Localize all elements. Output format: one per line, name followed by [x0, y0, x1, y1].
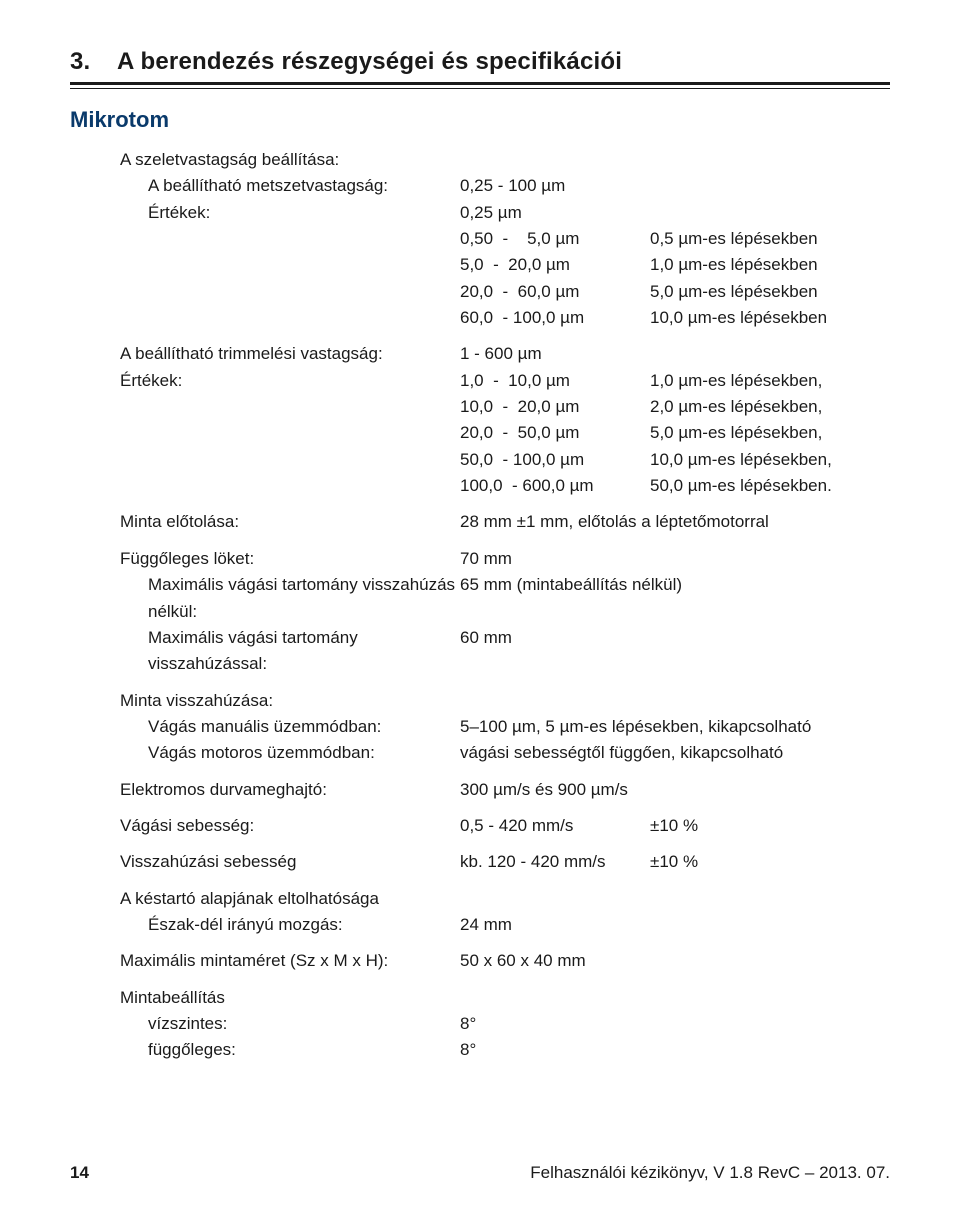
adjustable-thickness-value: 0,25 - 100 µm	[460, 173, 650, 199]
trim-label: A beállítható trimmelési vastagság:	[120, 341, 460, 367]
values-first: 0,25 µm	[460, 200, 650, 226]
cut-speed-label: Vágási sebesség:	[120, 813, 460, 839]
return-speed-label: Visszahúzási sebesség	[120, 849, 460, 875]
specimen-size-block: Maximális mintaméret (Sz x M x H): 50 x …	[120, 948, 890, 974]
coarse-value: 300 µm/s és 900 µm/s	[460, 777, 628, 803]
vertical-block: Függőleges löket: 70 mm Maximális vágási…	[120, 546, 890, 678]
return-speed-tol: ±10 %	[650, 849, 890, 875]
orientation-h-label: vízszintes:	[120, 1011, 460, 1037]
trim-row-step: 50,0 µm-es lépésekben.	[650, 473, 890, 499]
cut-speed-block: Vágási sebesség: 0,5 - 420 mm/s ±10 %	[120, 813, 890, 839]
orientation-label: Mintabeállítás	[120, 985, 890, 1011]
max-retract-value: 60 mm	[460, 625, 512, 678]
coarse-block: Elektromos durvameghajtó: 300 µm/s és 90…	[120, 777, 890, 803]
trim-thickness-block: A beállítható trimmelési vastagság: 1 - …	[120, 341, 890, 499]
knife-ns-value: 24 mm	[460, 912, 512, 938]
retract-manual-label: Vágás manuális üzemmódban:	[120, 714, 460, 740]
header-rule	[70, 82, 890, 89]
trim-range: 1 - 600 µm	[460, 341, 650, 367]
retract-motor-value: vágási sebességtől függően, kikapcsolhat…	[460, 740, 783, 766]
retract-motor-label: Vágás motoros üzemmódban:	[120, 740, 460, 766]
slice-step: 10,0 µm-es lépésekben	[650, 305, 890, 331]
values-label: Értékek:	[120, 200, 460, 226]
trim-row-range: 20,0 - 50,0 µm	[460, 420, 650, 446]
slice-range: 20,0 - 60,0 µm	[460, 279, 650, 305]
orientation-block: Mintabeállítás vízszintes: 8° függőleges…	[120, 985, 890, 1064]
vertical-value: 70 mm	[460, 546, 512, 572]
slice-thickness-block: A szeletvastagság beállítása: A beállíth…	[120, 147, 890, 331]
retract-block: Minta visszahúzása: Vágás manuális üzemm…	[120, 688, 890, 767]
cut-speed-value: 0,5 - 420 mm/s	[460, 813, 650, 839]
advance-block: Minta előtolása: 28 mm ±1 mm, előtolás a…	[120, 509, 890, 535]
trim-row-step: 1,0 µm-es lépésekben,	[650, 368, 890, 394]
slice-step: 0,5 µm-es lépésekben	[650, 226, 890, 252]
page-footer: 14 Felhasználói kézikönyv, V 1.8 RevC – …	[70, 1163, 890, 1183]
slice-step: 5,0 µm-es lépésekben	[650, 279, 890, 305]
advance-label: Minta előtolása:	[120, 509, 460, 535]
knife-base-block: A késtartó alapjának eltolhatósága Észak…	[120, 886, 890, 939]
max-retract-label: Maximális vágási tartomány visszahúzássa…	[120, 625, 460, 678]
page-number: 14	[70, 1163, 89, 1183]
retract-label: Minta visszahúzása:	[120, 688, 890, 714]
slice-range: 5,0 - 20,0 µm	[460, 252, 650, 278]
orientation-v-label: függőleges:	[120, 1037, 460, 1063]
orientation-h-value: 8°	[460, 1011, 476, 1037]
trim-row-step: 10,0 µm-es lépésekben,	[650, 447, 890, 473]
knife-ns-label: Észak-dél irányú mozgás:	[120, 912, 460, 938]
specimen-size-value: 50 x 60 x 40 mm	[460, 948, 586, 974]
trim-values-label: Értékek:	[120, 368, 460, 394]
section-title: A berendezés részegységei és specifikáci…	[117, 48, 622, 75]
max-no-retract-value: 65 mm (mintabeállítás nélkül)	[460, 572, 682, 625]
footer-text: Felhasználói kézikönyv, V 1.8 RevC – 201…	[530, 1163, 890, 1183]
coarse-label: Elektromos durvameghajtó:	[120, 777, 460, 803]
trim-row-range: 50,0 - 100,0 µm	[460, 447, 650, 473]
vertical-label: Függőleges löket:	[120, 546, 460, 572]
return-speed-block: Visszahúzási sebesség kb. 120 - 420 mm/s…	[120, 849, 890, 875]
orientation-v-value: 8°	[460, 1037, 476, 1063]
knife-base-label: A késtartó alapjának eltolhatósága	[120, 886, 890, 912]
adjustable-thickness-label: A beállítható metszetvastagság:	[120, 173, 460, 199]
retract-manual-value: 5–100 µm, 5 µm-es lépésekben, kikapcsolh…	[460, 714, 811, 740]
cut-speed-tol: ±10 %	[650, 813, 890, 839]
section-heading: 3. A berendezés részegységei és specifik…	[70, 48, 890, 76]
slice-range: 0,50 - 5,0 µm	[460, 226, 650, 252]
trim-row-range: 1,0 - 10,0 µm	[460, 368, 650, 394]
advance-value: 28 mm ±1 mm, előtolás a léptetőmotorral	[460, 509, 769, 535]
slice-step: 1,0 µm-es lépésekben	[650, 252, 890, 278]
trim-row-step: 2,0 µm-es lépésekben,	[650, 394, 890, 420]
return-speed-value: kb. 120 - 420 mm/s	[460, 849, 650, 875]
specimen-size-label: Maximális mintaméret (Sz x M x H):	[120, 948, 460, 974]
trim-row-range: 100,0 - 600,0 µm	[460, 473, 650, 499]
slice-title: A szeletvastagság beállítása:	[120, 147, 890, 173]
section-number: 3.	[70, 48, 90, 75]
subheading: Mikrotom	[70, 107, 890, 133]
trim-row-range: 10,0 - 20,0 µm	[460, 394, 650, 420]
trim-row-step: 5,0 µm-es lépésekben,	[650, 420, 890, 446]
slice-range: 60,0 - 100,0 µm	[460, 305, 650, 331]
max-no-retract-label: Maximális vágási tartomány visszahúzás n…	[120, 572, 460, 625]
